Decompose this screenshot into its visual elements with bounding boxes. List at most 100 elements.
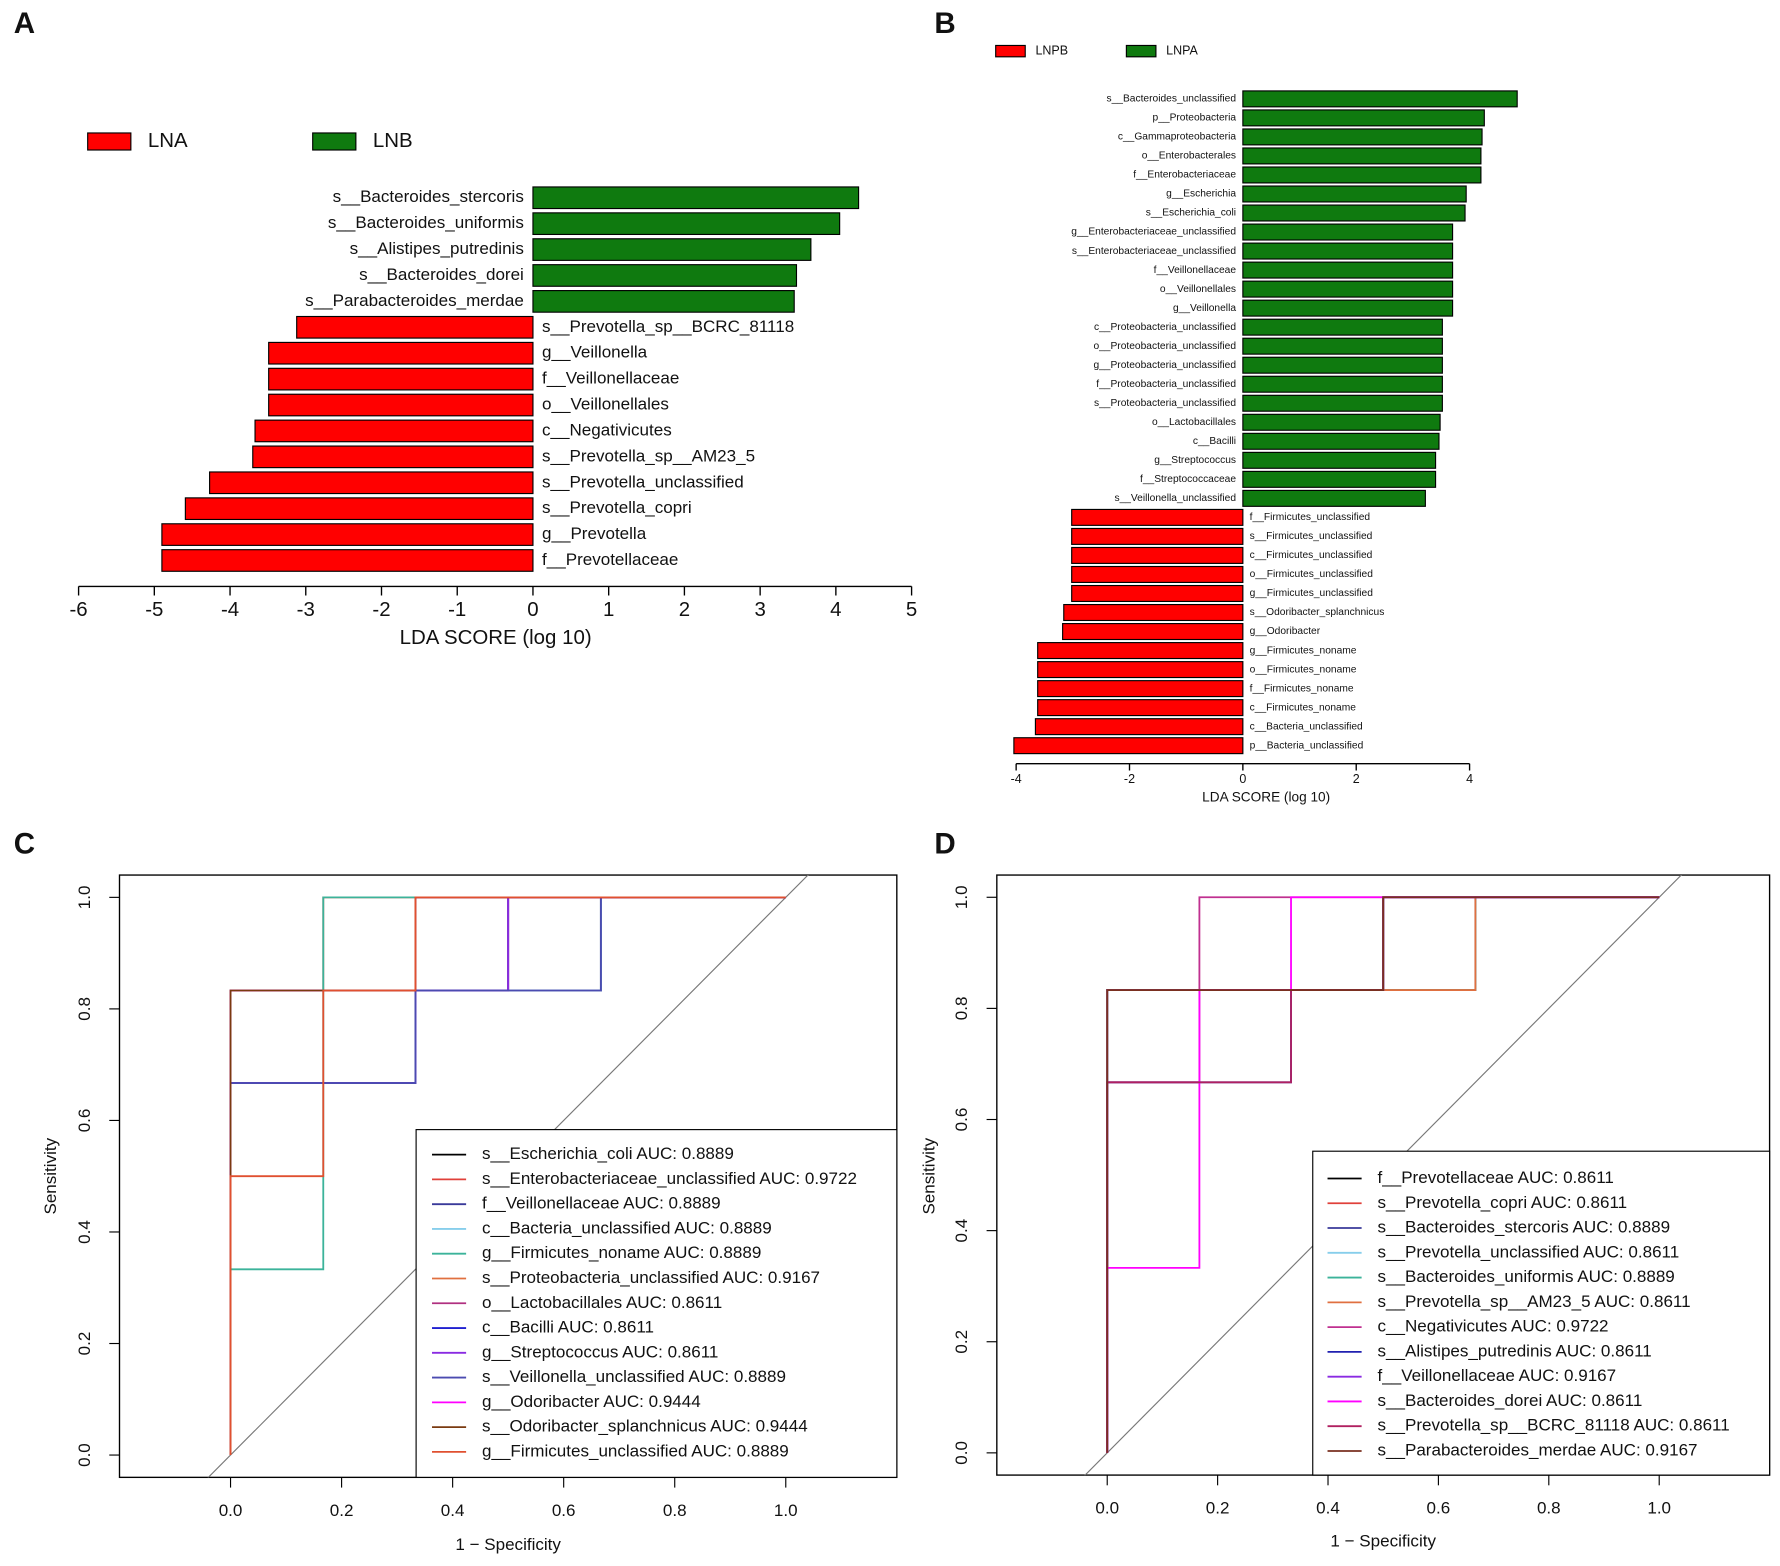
bar xyxy=(268,393,534,417)
legend-label: s__Bacteroides_stercoris AUC: 0.8889 xyxy=(1378,1218,1671,1237)
bar xyxy=(1242,166,1482,184)
legend-label: s__Alistipes_putredinis AUC: 0.8611 xyxy=(1378,1341,1652,1360)
bar xyxy=(1242,318,1443,336)
legend-label: g__Firmicutes_unclassified AUC: 0.8889 xyxy=(482,1441,789,1460)
bar-label: s__Bacteroides_dorei xyxy=(359,265,524,284)
legend-label: g__Firmicutes_noname AUC: 0.8889 xyxy=(482,1243,761,1262)
y-tick-label: 0.2 xyxy=(952,1330,971,1354)
x-tick-label: 4 xyxy=(830,598,841,621)
y-tick-label: 1.0 xyxy=(952,885,971,909)
x-tick-label: 0.8 xyxy=(1537,1499,1561,1518)
legend-swatch xyxy=(1125,44,1157,58)
bar-label: f__Veillonellaceae xyxy=(1154,265,1237,276)
bar xyxy=(268,367,534,391)
bar xyxy=(184,497,534,521)
bar-label: g__Firmicutes_unclassified xyxy=(1250,588,1374,599)
bar-label: f__Proteobacteria_unclassified xyxy=(1096,379,1236,390)
x-tick-label: 4 xyxy=(1466,772,1473,786)
x-tick-label: 0 xyxy=(1239,772,1246,786)
bar-label: s__Bacteroides_uniformis xyxy=(328,213,524,232)
x-tick-label: 1.0 xyxy=(774,1501,798,1520)
roc-curve xyxy=(229,896,786,1456)
bar xyxy=(1037,642,1244,660)
y-tick-label: 0.6 xyxy=(952,1108,971,1132)
bar-label: s__Escherichia_coli xyxy=(1146,208,1236,219)
legend-swatch xyxy=(995,44,1026,58)
bar-label: s__Proteobacteria_unclassified xyxy=(1094,398,1236,409)
legend-label: f__Prevotellaceae AUC: 0.8611 xyxy=(1378,1168,1614,1187)
bar xyxy=(161,523,534,546)
bar-label: c__Bacilli xyxy=(1193,436,1236,447)
bar-label: o__Proteobacteria_unclassified xyxy=(1093,341,1236,352)
legend-label: s__Bacteroides_dorei AUC: 0.8611 xyxy=(1378,1391,1643,1410)
bar xyxy=(1242,90,1518,108)
x-tick-label: 0 xyxy=(527,598,538,621)
bar-label: f__Firmicutes_unclassified xyxy=(1250,512,1371,523)
bar-label: s__Odoribacter_splanchnicus xyxy=(1250,607,1385,618)
legend-label: s__Parabacteroides_merdae AUC: 0.9167 xyxy=(1378,1440,1698,1459)
legend-box xyxy=(415,1129,898,1478)
bar-label: s__Bacteroides_stercoris xyxy=(333,187,524,206)
legend-label: g__Odoribacter AUC: 0.9444 xyxy=(482,1392,701,1411)
bar xyxy=(1071,565,1244,583)
bar xyxy=(1242,185,1467,203)
x-tick-label: -1 xyxy=(448,598,466,621)
bar-label: s__Veillonella_unclassified xyxy=(1114,493,1236,504)
bar-label: o__Veillonellales xyxy=(542,395,669,414)
bar-label: o__Firmicutes_unclassified xyxy=(1250,569,1374,580)
bar xyxy=(1242,394,1443,412)
legend-label: c__Negativicutes AUC: 0.9722 xyxy=(1378,1317,1609,1336)
bar xyxy=(1013,737,1244,755)
bar-label: f__Firmicutes_noname xyxy=(1250,683,1354,694)
x-tick-label: 0.4 xyxy=(441,1501,465,1520)
x-tick-label: 0.4 xyxy=(1316,1499,1340,1518)
x-tick-label: 0.0 xyxy=(219,1501,243,1520)
bar xyxy=(1242,109,1485,127)
panel-label: C xyxy=(14,827,35,860)
bar xyxy=(1071,584,1244,603)
bar xyxy=(1063,603,1244,622)
bar xyxy=(1071,527,1244,545)
y-axis-title: Sensitivity xyxy=(41,1137,60,1214)
bar xyxy=(1242,337,1443,355)
bar xyxy=(1071,508,1244,526)
x-tick-label: -4 xyxy=(1011,772,1022,786)
x-tick-label: 5 xyxy=(906,598,917,621)
legend-label: s__Bacteroides_uniformis AUC: 0.8889 xyxy=(1378,1267,1675,1286)
x-tick-label: 0.6 xyxy=(1427,1499,1451,1518)
y-tick-label: 0.2 xyxy=(75,1332,94,1356)
x-tick-label: 1.0 xyxy=(1647,1499,1671,1518)
panel-label: B xyxy=(934,7,955,40)
legend-label: c__Bacteria_unclassified AUC: 0.8889 xyxy=(482,1218,772,1237)
bar xyxy=(1242,451,1437,469)
bar xyxy=(1242,128,1483,146)
bar xyxy=(532,186,860,210)
bar-label: f__Enterobacteriaceae xyxy=(1133,170,1236,181)
panel-label: A xyxy=(14,7,35,40)
y-tick-label: 0.4 xyxy=(952,1219,971,1243)
bar xyxy=(209,471,534,495)
legend-label: s__Prevotella_sp__BCRC_81118 AUC: 0.8611 xyxy=(1378,1416,1730,1435)
y-tick-label: 0.6 xyxy=(75,1109,94,1133)
bar xyxy=(1242,489,1426,507)
bar xyxy=(1242,242,1454,260)
bar xyxy=(532,212,841,236)
bar xyxy=(1037,661,1244,679)
x-tick-label: 0.2 xyxy=(1206,1499,1230,1518)
legend-label: g__Streptococcus AUC: 0.8611 xyxy=(482,1342,718,1361)
bar xyxy=(1242,147,1482,165)
legend-label: f__Veillonellaceae AUC: 0.9167 xyxy=(1378,1366,1617,1385)
y-tick-label: 1.0 xyxy=(75,886,94,910)
bar xyxy=(1242,470,1437,488)
bar-label: s__Prevotella_copri xyxy=(542,498,692,517)
bar xyxy=(1242,356,1443,374)
legend-label: s__Enterobacteriaceae_unclassified AUC: … xyxy=(482,1169,857,1188)
legend-label: s__Prevotella_unclassified AUC: 0.8611 xyxy=(1378,1242,1680,1261)
bar-label: g__Firmicutes_noname xyxy=(1250,645,1357,656)
bar-label: o__Enterobacterales xyxy=(1142,151,1236,162)
bar xyxy=(1242,204,1466,222)
bar xyxy=(1242,413,1441,431)
legend-label: LNPA xyxy=(1166,43,1198,57)
bar-label: f__Streptococcaceae xyxy=(1140,474,1236,485)
